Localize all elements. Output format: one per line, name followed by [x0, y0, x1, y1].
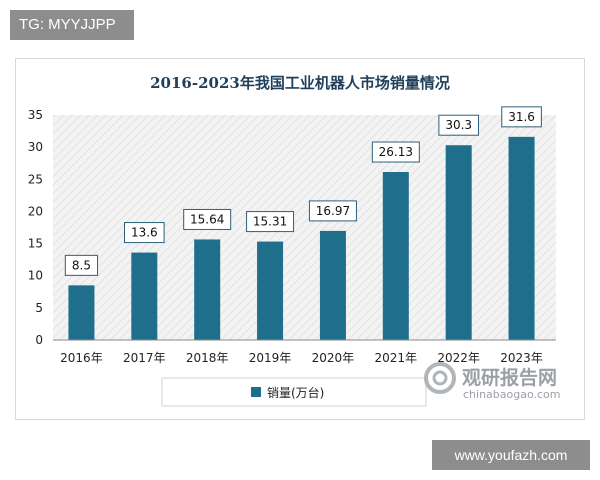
- bar: [194, 239, 221, 340]
- x-tick-label: 2016年: [60, 351, 103, 365]
- watermark: 观研报告网 chinabaogao.com: [424, 362, 561, 401]
- bar: [445, 145, 472, 340]
- data-label: 13.6: [131, 226, 158, 240]
- y-tick-label: 10: [28, 269, 43, 283]
- data-label: 30.3: [445, 118, 472, 132]
- watermark-url: chinabaogao.com: [463, 388, 561, 401]
- data-label: 31.6: [508, 110, 535, 124]
- bar: [257, 241, 284, 340]
- data-label-box: [308, 200, 357, 222]
- x-tick-label: 2021年: [375, 351, 418, 365]
- y-tick-label: 0: [35, 333, 43, 347]
- bar: [382, 172, 409, 340]
- bar: [319, 230, 346, 340]
- y-tick-label: 15: [28, 237, 43, 251]
- x-tick-label: 2018年: [186, 351, 229, 365]
- data-label-box: [371, 141, 420, 163]
- legend-box: [161, 377, 427, 407]
- bottom-tag: www.youfazh.com: [432, 440, 590, 470]
- watermark-logo-icon: [424, 362, 456, 394]
- x-tick-label: 2019年: [249, 351, 292, 365]
- data-label: 26.13: [379, 145, 413, 159]
- bar: [68, 285, 95, 340]
- chart-title: 2016-2023年我国工业机器人市场销量情况: [150, 74, 450, 92]
- y-tick-label: 30: [28, 140, 43, 154]
- bar: [131, 252, 158, 340]
- data-label: 16.97: [316, 204, 350, 218]
- x-tick-label: 2020年: [312, 351, 355, 365]
- x-tick-label: 2023年: [500, 351, 543, 365]
- data-label-box: [183, 208, 232, 230]
- y-tick-label: 35: [28, 108, 43, 122]
- data-label-box: [246, 211, 295, 233]
- top-tag: TG: MYYJJPP: [10, 10, 134, 40]
- y-tick-label: 25: [28, 172, 43, 186]
- y-tick-label: 5: [35, 301, 43, 315]
- data-label: 8.5: [72, 258, 91, 272]
- data-label-box: [124, 222, 165, 244]
- legend-label: 销量(万台): [267, 385, 324, 400]
- x-tick-label: 2017年: [123, 351, 166, 365]
- legend-swatch: [251, 387, 261, 397]
- data-label-box: [64, 254, 99, 276]
- watermark-text: 观研报告网: [462, 366, 557, 389]
- y-tick-label: 20: [28, 204, 43, 218]
- bar: [508, 136, 535, 340]
- data-label: 15.31: [253, 215, 287, 229]
- data-label-box: [501, 106, 542, 128]
- x-tick-label: 2022年: [437, 351, 480, 365]
- data-label-box: [438, 114, 479, 136]
- data-label: 15.64: [190, 212, 224, 226]
